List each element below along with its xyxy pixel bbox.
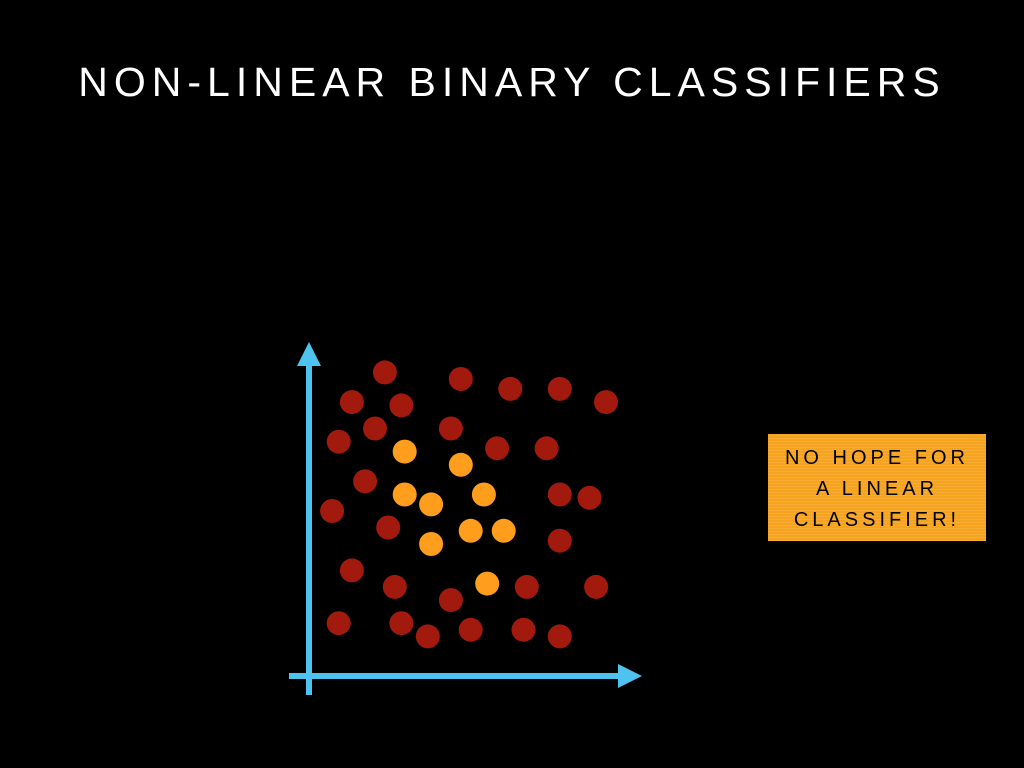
- outer-class-point-10: [326, 429, 351, 454]
- y-axis-arrowhead: [297, 342, 321, 366]
- outer-class-point-19: [339, 558, 364, 583]
- outer-class-point-25: [389, 611, 414, 636]
- outer-class-point-9: [438, 416, 463, 441]
- callout-line-1: NO HOPE FOR: [784, 447, 969, 469]
- outer-class-point-24: [326, 611, 351, 636]
- callout-line-3: CLASSIFIER!: [793, 509, 961, 531]
- outer-class-point-11: [485, 436, 510, 461]
- slide-title: NON-LINEAR BINARY CLASSIFIERS: [78, 59, 946, 105]
- outer-class-point-12: [534, 436, 559, 461]
- outer-class-point-22: [514, 574, 539, 599]
- inner-class-point-1: [392, 439, 417, 464]
- outer-class-point-2: [448, 367, 473, 391]
- outer-class-point-4: [547, 376, 572, 401]
- outer-class-point-16: [320, 499, 345, 523]
- inner-class-point-7: [458, 518, 483, 543]
- inner-class-point-5: [471, 482, 496, 507]
- outer-class-point-29: [547, 624, 572, 649]
- outer-class-point-8: [363, 416, 387, 441]
- outer-class-point-15: [577, 485, 602, 510]
- outer-class-point-17: [376, 515, 401, 540]
- outer-class-point-27: [458, 617, 483, 642]
- outer-class-point-5: [339, 390, 364, 415]
- inner-class-point-8: [491, 518, 516, 543]
- inner-class-point-2: [448, 452, 473, 477]
- callout-box: NO HOPE FOR A LINEAR CLASSIFIER!: [768, 434, 986, 541]
- inner-class-point-3: [392, 482, 417, 507]
- inner-class-point-4: [419, 492, 444, 517]
- outer-class-point-1: [372, 360, 397, 385]
- outer-class-point-18: [547, 528, 572, 553]
- data-points: [320, 360, 618, 649]
- axes: [289, 342, 642, 695]
- outer-class-point-7: [594, 390, 618, 415]
- inner-class-point-6: [419, 532, 444, 556]
- outer-class-point-6: [389, 393, 414, 418]
- outer-class-point-13: [353, 469, 378, 494]
- callout-line-2: A LINEAR: [815, 478, 939, 500]
- x-axis-arrowhead: [618, 664, 642, 688]
- outer-class-point-3: [498, 376, 523, 401]
- inner-class-point-9: [475, 571, 500, 596]
- outer-class-point-28: [511, 617, 536, 642]
- outer-class-point-20: [382, 574, 407, 599]
- outer-class-point-26: [415, 624, 440, 649]
- outer-class-point-23: [584, 574, 609, 599]
- outer-class-point-14: [547, 482, 572, 507]
- outer-class-point-21: [438, 588, 463, 613]
